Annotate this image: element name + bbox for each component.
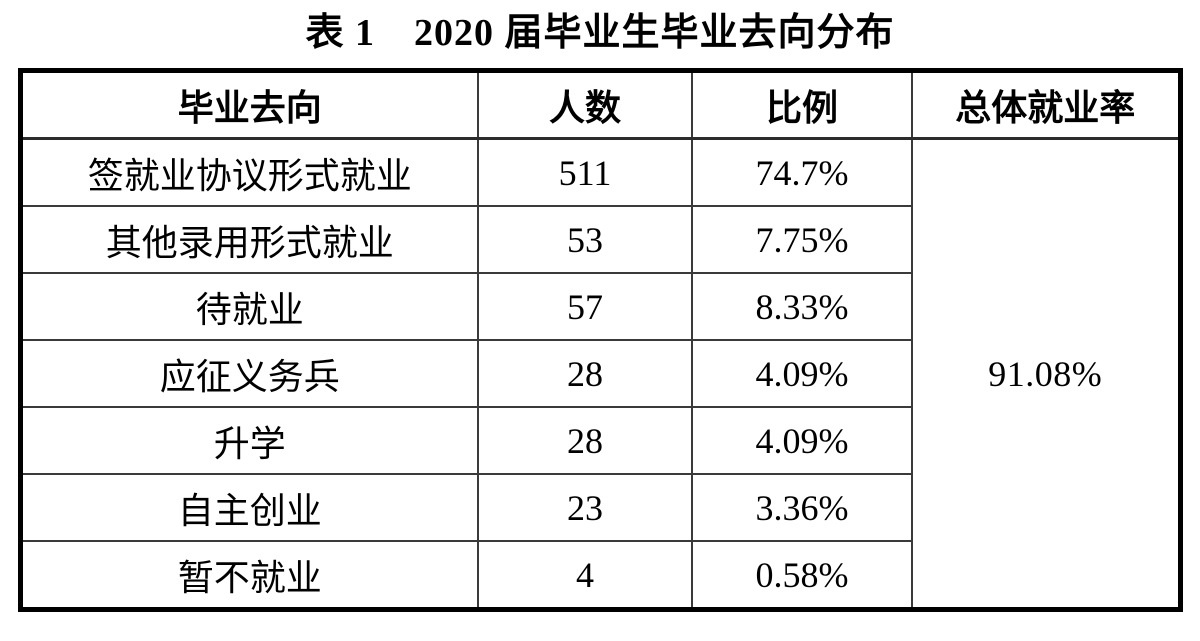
destination-cell: 升学 <box>19 406 479 475</box>
destination-cell: 暂不就业 <box>19 540 479 611</box>
col-header-ratio: 比例 <box>691 69 913 140</box>
col-header-overall-rate: 总体就业率 <box>911 69 1181 140</box>
ratio-cell: 74.7% <box>691 137 913 207</box>
ratio-cell: 3.36% <box>691 473 913 542</box>
table-row: 升学 28 4.09% <box>19 406 1180 475</box>
table-row: 其他录用形式就业 53 7.75% <box>19 205 1180 274</box>
ratio-cell: 4.09% <box>691 406 913 475</box>
count-cell: 23 <box>477 473 693 542</box>
count-cell: 511 <box>477 137 693 207</box>
count-cell: 57 <box>477 272 693 341</box>
ratio-cell: 7.75% <box>691 205 913 274</box>
ratio-cell: 8.33% <box>691 272 913 341</box>
ratio-cell: 0.58% <box>691 540 913 611</box>
header-row: 毕业去向 人数 比例 总体就业率 <box>19 69 1181 140</box>
table-row: 待就业 57 8.33% <box>19 272 1180 341</box>
table-row: 签就业协议形式就业 511 74.7% 91.08% <box>19 137 1181 611</box>
destination-cell: 待就业 <box>19 272 479 341</box>
overall-employment-rate-cell: 91.08% <box>911 137 1181 611</box>
ratio-cell: 4.09% <box>691 339 913 408</box>
table-row: 自主创业 23 3.36% <box>19 473 1180 542</box>
destination-cell: 签就业协议形式就业 <box>19 137 479 207</box>
destination-cell: 自主创业 <box>19 473 479 542</box>
count-cell: 28 <box>477 339 693 408</box>
table-row: 暂不就业 4 0.58% <box>19 540 1180 611</box>
graduate-destination-table: 毕业去向 人数 比例 总体就业率 签就业协议形式就业 511 74.7% 91.… <box>17 68 1183 612</box>
table-row: 应征义务兵 28 4.09% <box>19 339 1180 408</box>
destination-cell: 其他录用形式就业 <box>19 205 479 274</box>
col-header-destination: 毕业去向 <box>19 69 479 140</box>
count-cell: 4 <box>477 540 693 611</box>
col-header-count: 人数 <box>477 69 693 140</box>
destination-cell: 应征义务兵 <box>19 339 479 408</box>
table-title: 表 1 2020 届毕业生毕业去向分布 <box>305 12 895 54</box>
count-cell: 53 <box>477 205 693 274</box>
count-cell: 28 <box>477 406 693 475</box>
